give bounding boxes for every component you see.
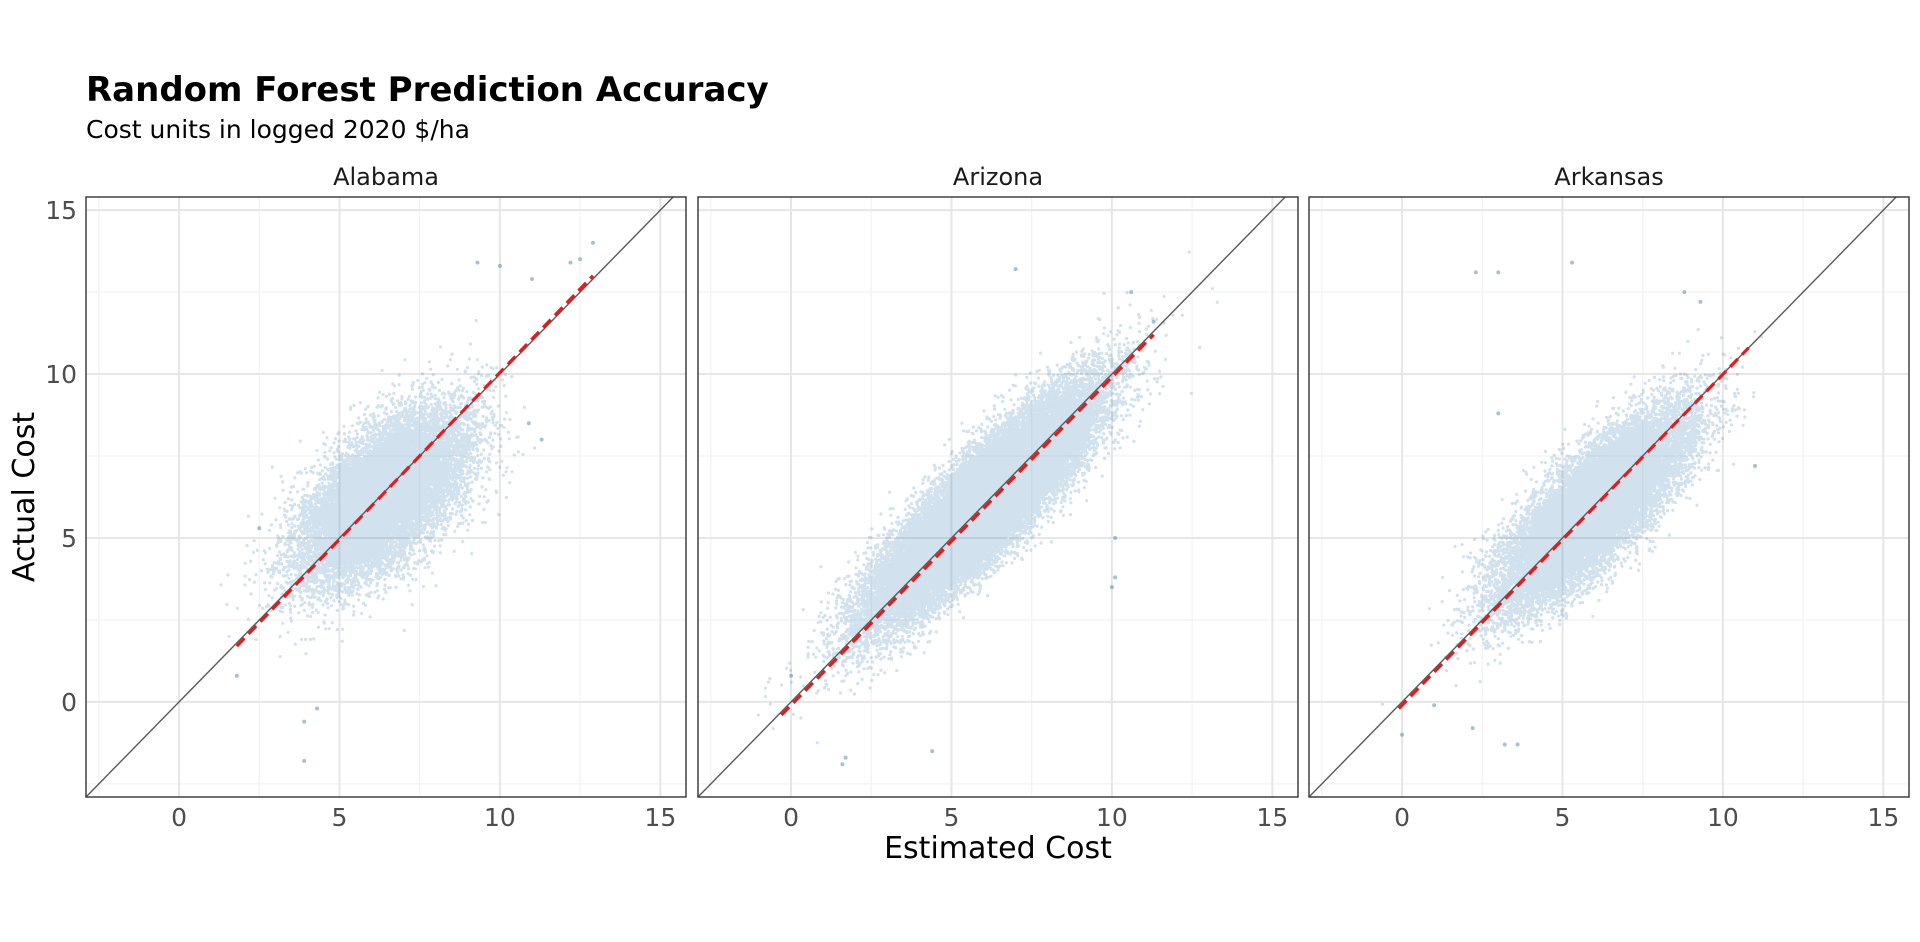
y-axis-title: Actual Cost xyxy=(7,412,42,582)
identity-line xyxy=(1309,197,1898,797)
data-point xyxy=(1502,742,1507,747)
fit-line xyxy=(1397,346,1750,710)
data-point xyxy=(578,257,583,262)
data-point xyxy=(1113,535,1118,540)
data-point xyxy=(1113,575,1118,580)
x-tick-label: 0 xyxy=(1394,803,1410,832)
plot-area xyxy=(1309,197,1898,797)
data-point xyxy=(1682,290,1687,295)
panel-border xyxy=(85,196,687,798)
data-point xyxy=(302,758,307,763)
data-point xyxy=(843,755,848,760)
panel-border xyxy=(697,196,1299,798)
data-point xyxy=(840,762,845,767)
data-point xyxy=(302,719,307,724)
data-point xyxy=(568,260,573,265)
data-point xyxy=(1129,290,1134,295)
panel-strip-label: Alabama xyxy=(333,163,439,191)
data-point xyxy=(1570,260,1575,265)
plot-area xyxy=(86,197,675,797)
data-point xyxy=(315,706,320,711)
identity-line xyxy=(86,197,675,797)
data-point xyxy=(590,240,595,245)
x-tick-label: 15 xyxy=(644,803,676,832)
panel-alabama: Alabama 0 5 10 15 0 5 10 15 xyxy=(45,163,687,832)
data-point xyxy=(1473,270,1478,275)
data-point xyxy=(526,421,531,426)
plot-area xyxy=(698,197,1287,797)
x-tick-label: 0 xyxy=(783,803,799,832)
data-point xyxy=(1515,742,1520,747)
data-point xyxy=(1013,267,1018,272)
point-cloud xyxy=(756,250,1219,745)
x-tick-label: 10 xyxy=(1096,803,1128,832)
data-point xyxy=(1752,463,1757,468)
data-point xyxy=(497,263,502,268)
identity-line xyxy=(698,197,1287,797)
data-point xyxy=(930,749,935,754)
data-point xyxy=(1470,726,1475,731)
panel-strip-label: Arkansas xyxy=(1554,163,1663,191)
x-tick-label: 10 xyxy=(484,803,516,832)
data-point xyxy=(539,437,544,442)
y-tick-label: 15 xyxy=(45,196,77,225)
data-point xyxy=(1109,585,1114,590)
fit-line xyxy=(235,274,595,648)
x-tick-label: 0 xyxy=(171,803,187,832)
data-point xyxy=(475,260,480,265)
x-tick-label: 15 xyxy=(1867,803,1899,832)
y-tick-label: 0 xyxy=(61,688,77,717)
data-point xyxy=(1400,732,1405,737)
data-point xyxy=(257,526,262,531)
data-point xyxy=(234,673,239,678)
x-tick-label: 5 xyxy=(332,803,348,832)
y-tick-label: 5 xyxy=(61,524,77,553)
data-point xyxy=(1496,411,1501,416)
fit-line xyxy=(780,333,1155,717)
panel-border xyxy=(1308,196,1910,798)
panel-strip-label: Arizona xyxy=(953,163,1043,191)
chart-title: Random Forest Prediction Accuracy xyxy=(86,70,769,110)
data-point xyxy=(1432,703,1437,708)
x-tick-label: 10 xyxy=(1707,803,1739,832)
data-point xyxy=(1151,319,1156,324)
data-point xyxy=(1698,299,1703,304)
x-tick-label: 5 xyxy=(944,803,960,832)
data-point xyxy=(1496,270,1501,275)
point-cloud xyxy=(1380,327,1764,706)
data-point xyxy=(789,673,794,678)
x-tick-label: 5 xyxy=(1555,803,1571,832)
y-tick-label: 10 xyxy=(45,360,77,389)
x-tick-label: 15 xyxy=(1256,803,1288,832)
data-point xyxy=(529,276,534,281)
chart-subtitle: Cost units in logged 2020 $/ha xyxy=(86,115,470,144)
x-axis-title: Estimated Cost xyxy=(884,831,1112,866)
panel-arkansas: Arkansas 0 5 10 15 xyxy=(1308,163,1910,832)
point-cloud xyxy=(219,319,537,659)
panel-arizona: Arizona 0 5 10 15 xyxy=(697,163,1299,832)
